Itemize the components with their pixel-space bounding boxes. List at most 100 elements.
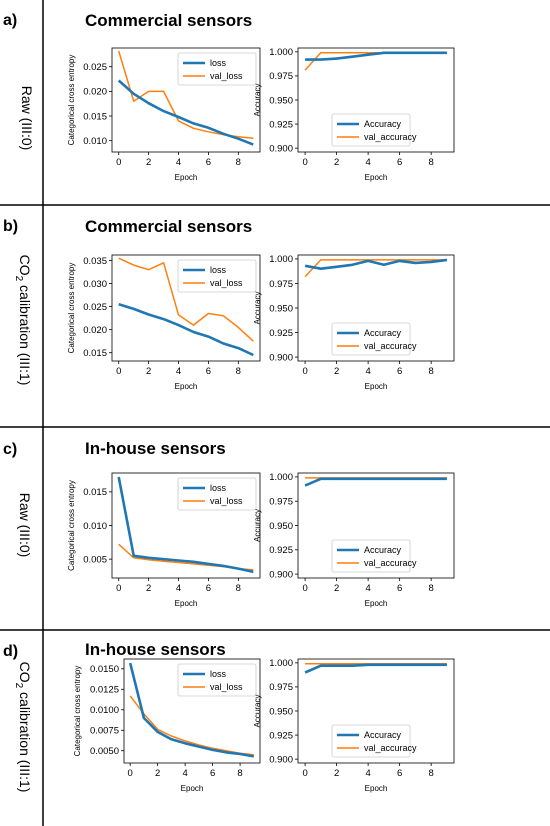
line-chart: 0 2 4 6 8 0.005 0.010 0.015 Epoch Categorical cro… — [67, 472, 261, 608]
legend: loss val_loss — [177, 259, 257, 293]
x-tick-label: 0 — [128, 768, 133, 779]
panel-letter: b) — [3, 218, 18, 235]
y-tick-label: 0.975 — [269, 682, 293, 693]
panel-b: b) Commercial sensors CO2 calibration (I… — [3, 217, 252, 385]
x-tick-label: 6 — [206, 366, 211, 377]
legend-box — [177, 259, 257, 293]
x-tick-label: 8 — [236, 583, 241, 594]
series-line-val-accuracy — [304, 52, 447, 71]
plots: 0 2 4 6 8 0.010 0.015 0.020 0.025 Epoch Categorica… — [67, 47, 455, 793]
legend: Accuracy val_accuracy — [331, 113, 417, 147]
x-tick-label: 0 — [116, 583, 121, 594]
legend-box — [177, 663, 257, 697]
y-tick-label: 0.0150 — [90, 664, 119, 675]
x-tick-label: 2 — [334, 583, 339, 594]
x-tick-label: 8 — [236, 366, 241, 377]
y-axis-label: Categorical cross entropy — [67, 480, 76, 571]
y-tick-label: 0.900 — [269, 754, 293, 765]
panel-letter: d) — [3, 643, 18, 660]
x-tick-label: 0 — [302, 583, 307, 594]
y-tick-label: 0.925 — [269, 328, 293, 339]
legend-entry: Accuracy — [364, 328, 402, 338]
y-tick-label: 0.950 — [269, 95, 293, 106]
y-tick-label: 0.015 — [83, 348, 107, 359]
x-tick-label: 8 — [429, 768, 434, 779]
y-tick-label: 0.950 — [269, 521, 293, 532]
panel-c: c) In-house sensors Raw (III:0) — [3, 439, 226, 557]
x-tick-label: 4 — [182, 768, 187, 779]
x-tick-label: 8 — [429, 366, 434, 377]
legend-box — [177, 477, 257, 511]
legend-entry: val_accuracy — [364, 341, 417, 351]
line-chart: 0 2 4 6 8 0.0050 0.0075 0.0100 0.0125 0.0150 Epoch… — [73, 658, 261, 793]
y-tick-label: 0.030 — [83, 279, 107, 290]
side-label: Raw (III:0) — [19, 86, 35, 151]
x-tick-label: 6 — [397, 157, 402, 168]
x-tick-label: 4 — [365, 768, 370, 779]
y-tick-label: 0.0125 — [90, 685, 119, 696]
side-label: CO2 calibration (III:1) — [13, 255, 33, 386]
x-tick-label: 8 — [429, 157, 434, 168]
legend-entry: Accuracy — [364, 545, 402, 555]
series-line-Accuracy — [304, 258, 448, 271]
x-tick-label: 4 — [176, 583, 181, 594]
y-tick-label: 0.035 — [83, 256, 107, 267]
y-tick-label: 0.0050 — [90, 746, 119, 757]
series-line-loss — [118, 303, 254, 357]
x-axis-label: Epoch — [365, 599, 388, 608]
y-tick-label: 0.900 — [269, 143, 293, 154]
series-line-Accuracy — [305, 51, 447, 61]
x-tick-label: 6 — [397, 768, 402, 779]
line-chart: 0 2 4 6 8 0.015 0.020 0.025 0.030 0.035 Epoch Categ… — [67, 254, 261, 391]
x-tick-label: 0 — [302, 366, 307, 377]
y-tick-label: 0.925 — [269, 545, 293, 556]
x-axis-label: Epoch — [175, 382, 198, 391]
x-tick-label: 0 — [302, 768, 307, 779]
legend: Accuracy val_accuracy — [331, 724, 417, 758]
y-axis-label: Categorical cross entropy — [67, 55, 76, 146]
x-axis-label: Epoch — [175, 173, 198, 182]
series-line-Accuracy — [304, 477, 447, 487]
y-axis-label: Accuracy — [253, 695, 262, 728]
y-tick-label: 0.015 — [83, 111, 107, 122]
panel-a: a) Commercial sensors Raw (III:0) — [3, 11, 252, 150]
legend: Accuracy val_accuracy — [331, 539, 417, 573]
y-tick-label: 0.950 — [269, 303, 293, 314]
legend-entry: val_accuracy — [364, 558, 417, 568]
side-label: Raw (III:0) — [17, 493, 33, 558]
y-tick-label: 1.000 — [269, 658, 293, 669]
x-tick-label: 6 — [206, 583, 211, 594]
y-tick-label: 0.0100 — [90, 705, 119, 716]
y-tick-label: 0.005 — [83, 554, 107, 565]
x-tick-label: 4 — [365, 157, 370, 168]
line-chart: 0 2 4 6 8 0.010 0.015 0.020 0.025 Epoch Categorica… — [67, 47, 261, 182]
x-tick-label: 2 — [334, 157, 339, 168]
legend-box — [331, 113, 411, 147]
legend: loss val_loss — [177, 52, 257, 86]
panel-letter: c) — [3, 441, 17, 458]
legend-entry: val_loss — [210, 496, 243, 506]
legend-entry: val_loss — [210, 278, 243, 288]
panel-title: Commercial sensors — [85, 217, 252, 236]
series-line-loss — [117, 79, 254, 146]
legend-box — [331, 322, 411, 356]
panel-title: Commercial sensors — [85, 11, 252, 30]
legend: Accuracy val_accuracy — [331, 322, 417, 356]
y-tick-label: 0.015 — [83, 487, 107, 498]
y-axis-label: Accuracy — [253, 84, 262, 117]
x-tick-label: 0 — [116, 157, 121, 168]
legend-entry: val_loss — [210, 682, 243, 692]
plot-frame — [123, 658, 261, 764]
y-tick-label: 0.010 — [83, 136, 107, 147]
y-tick-label: 1.000 — [269, 47, 293, 58]
x-tick-label: 4 — [365, 366, 370, 377]
legend-box — [331, 539, 411, 573]
series-line-loss — [117, 476, 254, 574]
legend-box — [177, 52, 257, 86]
x-tick-label: 2 — [146, 366, 151, 377]
y-tick-label: 0.925 — [269, 119, 293, 130]
y-tick-label: 0.950 — [269, 706, 293, 717]
x-axis-label: Epoch — [365, 382, 388, 391]
plot-frame — [111, 254, 261, 362]
x-tick-label: 8 — [429, 583, 434, 594]
